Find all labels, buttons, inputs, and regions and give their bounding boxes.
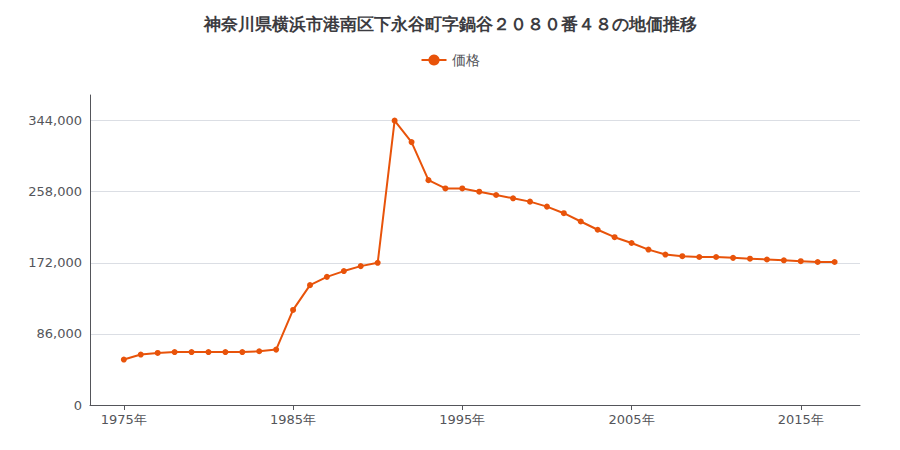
svg-text:86,000: 86,000 [37, 326, 83, 341]
svg-text:2015年: 2015年 [778, 412, 824, 427]
svg-text:0: 0 [74, 398, 82, 413]
svg-text:258,000: 258,000 [28, 184, 82, 199]
svg-text:344,000: 344,000 [28, 113, 82, 128]
svg-text:1975年: 1975年 [101, 412, 147, 427]
svg-text:1985年: 1985年 [270, 412, 316, 427]
svg-text:2005年: 2005年 [608, 412, 654, 427]
svg-text:172,000: 172,000 [28, 255, 82, 270]
svg-text:神奈川県横浜市港南区下永谷町字鍋谷２０８０番４８の地価推移: 神奈川県横浜市港南区下永谷町字鍋谷２０８０番４８の地価推移 [203, 14, 697, 34]
svg-text:価格: 価格 [452, 52, 480, 68]
svg-text:1995年: 1995年 [439, 412, 485, 427]
